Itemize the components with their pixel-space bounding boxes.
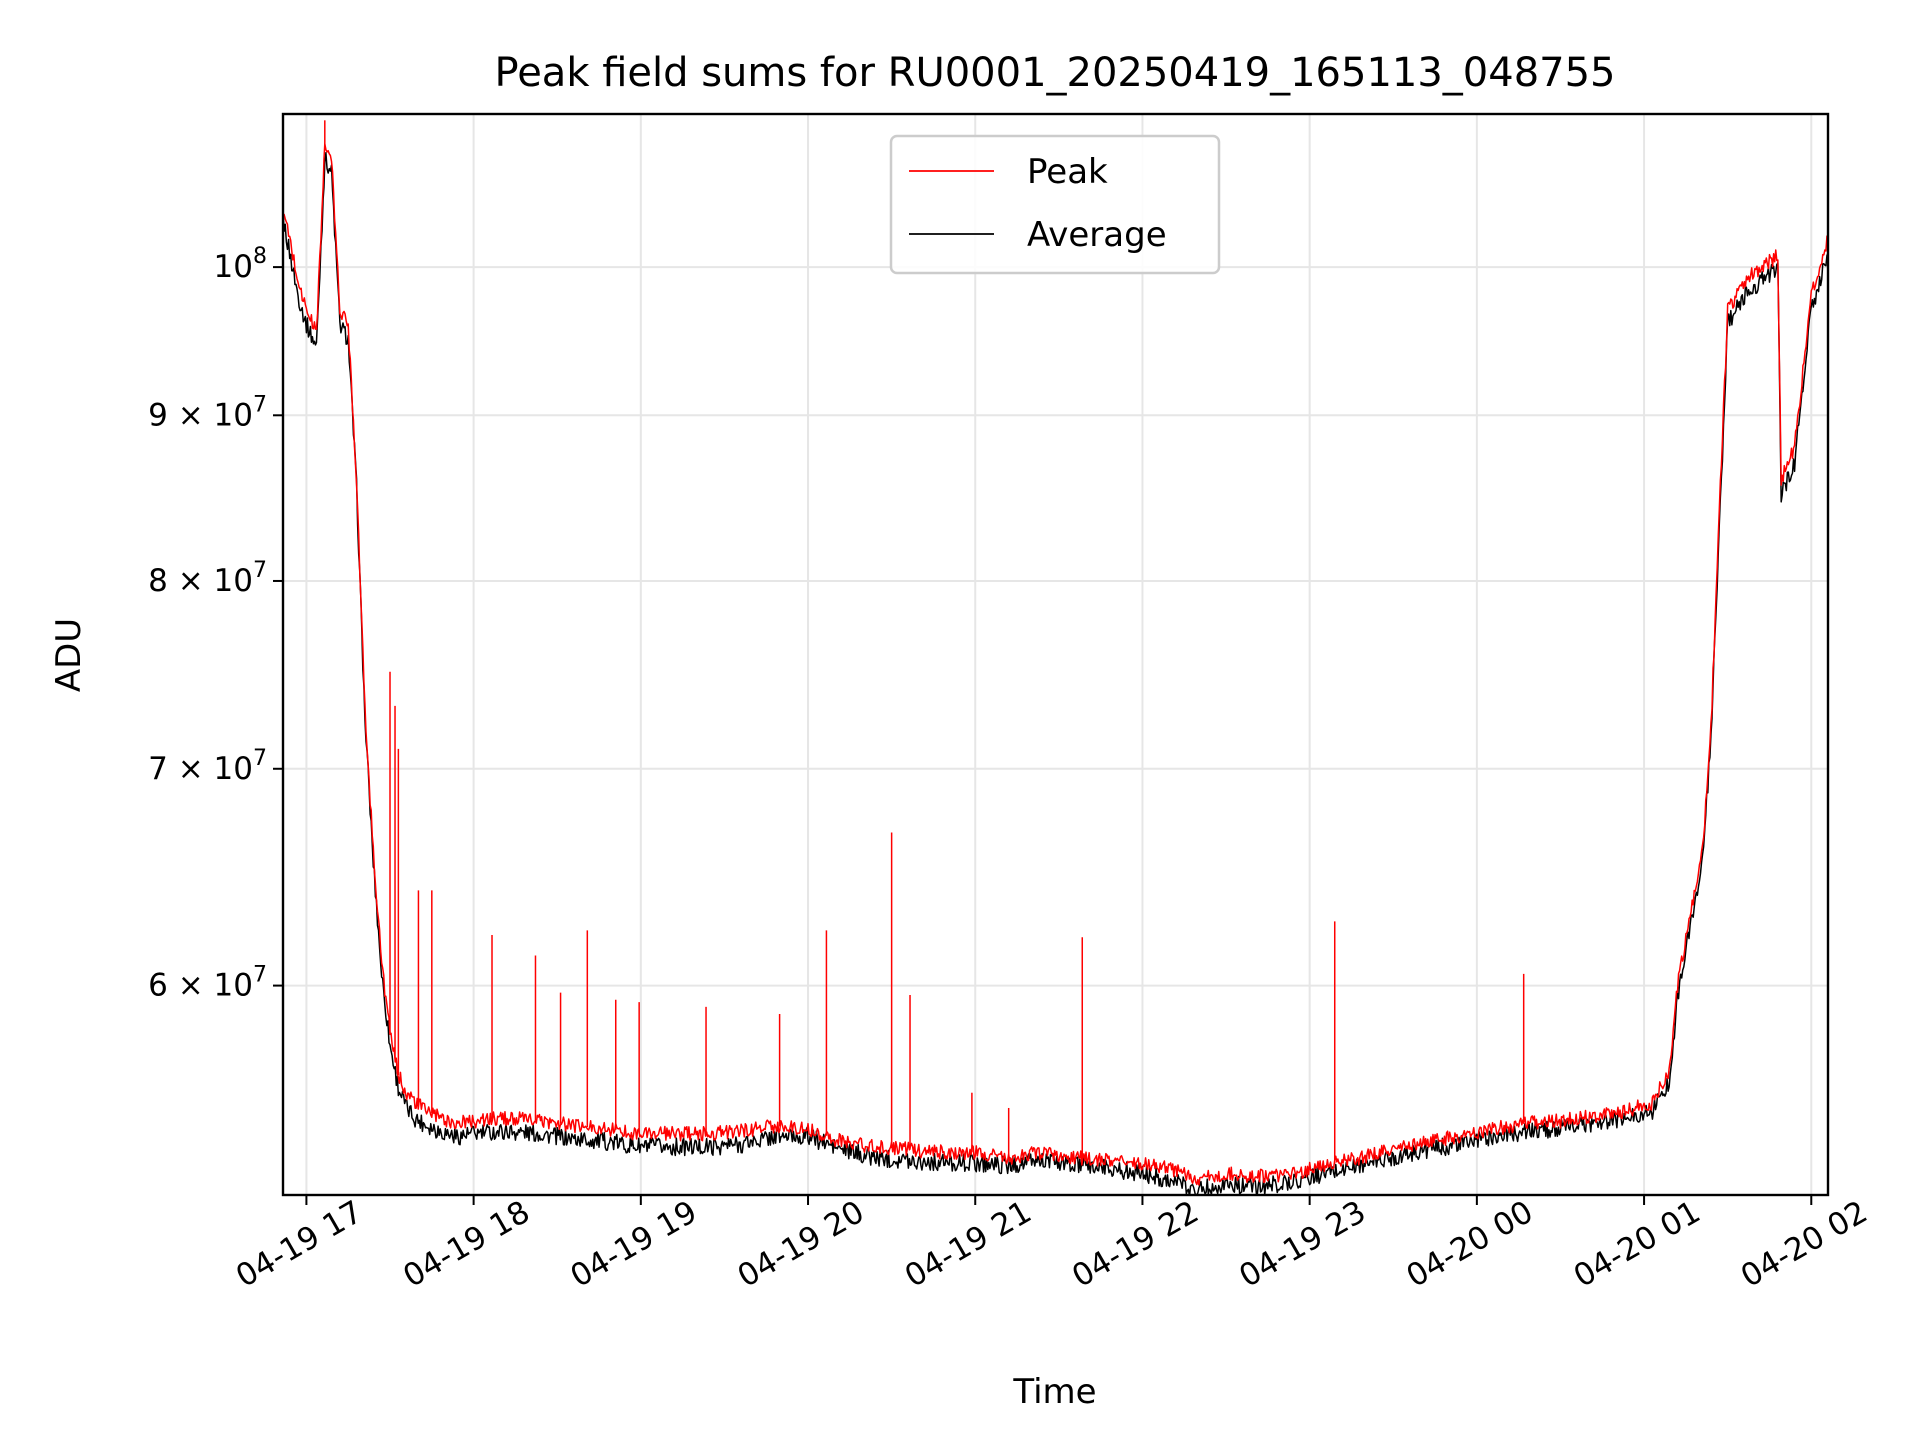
x-axis-label: Time [1012,1372,1096,1412]
y-tick-label: 6 × 107 [148,963,267,1004]
y-tick-label: 7 × 107 [148,746,267,787]
y-tick-label: 108 [214,244,267,285]
y-tick-label: 8 × 107 [148,558,267,599]
legend-peak-label: Peak [1027,152,1108,192]
series-layer [283,120,1828,1195]
plot-frame [281,112,1830,1197]
series-peak-line [283,143,1828,1186]
y-axis: 6 × 107 7 × 107 8 × 107 9 × 107 108 [148,244,283,1004]
series-average-line [283,152,1828,1195]
y-axis-label: ADU [49,618,89,692]
x-gridlines [305,114,1813,1195]
legend: Peak Average [889,134,1221,275]
legend-average-label: Average [1027,215,1167,255]
y-tick-label: 9 × 107 [148,392,267,433]
chart-title: Peak field sums for RU0001_20250419_1651… [495,50,1616,96]
